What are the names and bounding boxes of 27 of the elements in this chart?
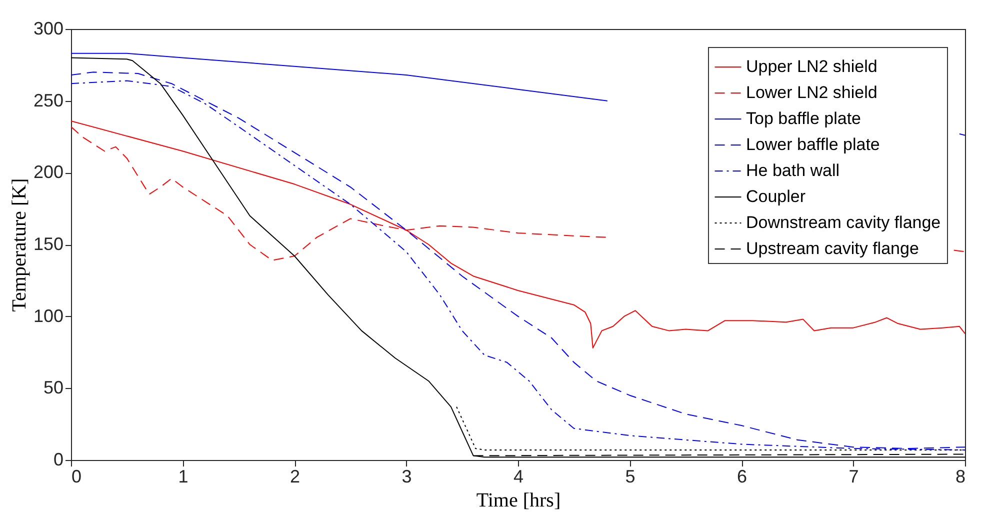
legend-label: Upper LN2 shield [746,57,878,76]
y-tick-label: 250 [33,90,64,110]
x-tick-label: 6 [736,466,748,486]
x-tick-label: 1 [178,466,188,486]
x-tick-label: 3 [402,466,412,486]
x-tick-label: 0 [72,466,82,486]
x-axis-title: Time [hrs] [476,490,561,512]
legend-label: Top baffle plate [746,109,861,128]
y-tick-label: 150 [33,234,64,254]
x-tick-label: 2 [290,466,300,486]
x-tick-label: 5 [625,466,636,486]
legend-label: Lower baffle plate [746,135,880,154]
y-tick-label: 300 [33,18,64,38]
legend-label: Lower LN2 shield [746,83,878,102]
x-tick-label: 4 [513,466,524,486]
y-tick-label: 0 [53,450,64,470]
y-axis-title: Temperature [K] [8,178,30,312]
x-tick-label: 8 [955,466,966,486]
legend-label: Coupler [746,187,806,206]
y-tick-label: 50 [43,378,64,398]
x-tick-label: 7 [848,466,859,486]
legend-label: Upstream cavity flange [746,239,919,258]
y-tick-label: 100 [33,306,64,326]
legend-label: Downstream cavity flange [746,213,941,232]
line-series [456,406,965,450]
legend-label: He bath wall [746,161,840,180]
y-tick-label: 200 [33,162,64,182]
